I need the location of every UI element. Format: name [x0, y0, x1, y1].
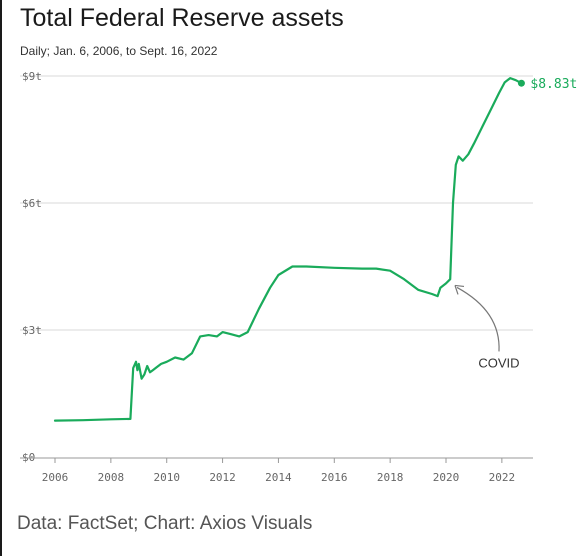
x-tick-label: 2010 [153, 471, 180, 484]
x-tick-label: 2006 [42, 471, 69, 484]
chart-subtitle: Daily; Jan. 6, 2006, to Sept. 16, 2022 [20, 44, 218, 58]
annotation-arrowhead [454, 284, 465, 295]
frame-border [0, 0, 2, 556]
annotation-label: COVID [478, 355, 519, 370]
x-tick-label: 2016 [321, 471, 348, 484]
y-axis: $0$3t$6t$9t [22, 70, 42, 464]
annotation-arrow [456, 286, 500, 352]
x-axis: 2006 2008 2010 2012 2014 2016 2018 2020 2022 [20, 457, 533, 484]
y-tick-label: $6t [22, 197, 42, 210]
x-tick-label: 2014 [265, 471, 292, 484]
chart-title: Total Federal Reserve assets [20, 4, 344, 32]
x-tick-label: 2008 [98, 471, 125, 484]
end-point-marker [517, 79, 525, 87]
y-tick-label: $3t [22, 324, 42, 337]
y-tick-label: $9t [22, 70, 42, 83]
x-tick-label: 2020 [433, 471, 460, 484]
series-group: $8.83t [53, 77, 577, 422]
x-tick-label: 2022 [489, 471, 516, 484]
source-note: Data: FactSet; Chart: Axios Visuals [17, 513, 313, 534]
annotations: COVID [454, 284, 520, 370]
x-tick-label: 2012 [209, 471, 236, 484]
gridlines [20, 75, 533, 331]
x-tick-label: 2018 [377, 471, 404, 484]
end-value-label: $8.83t [530, 77, 577, 92]
series-line [53, 77, 523, 422]
